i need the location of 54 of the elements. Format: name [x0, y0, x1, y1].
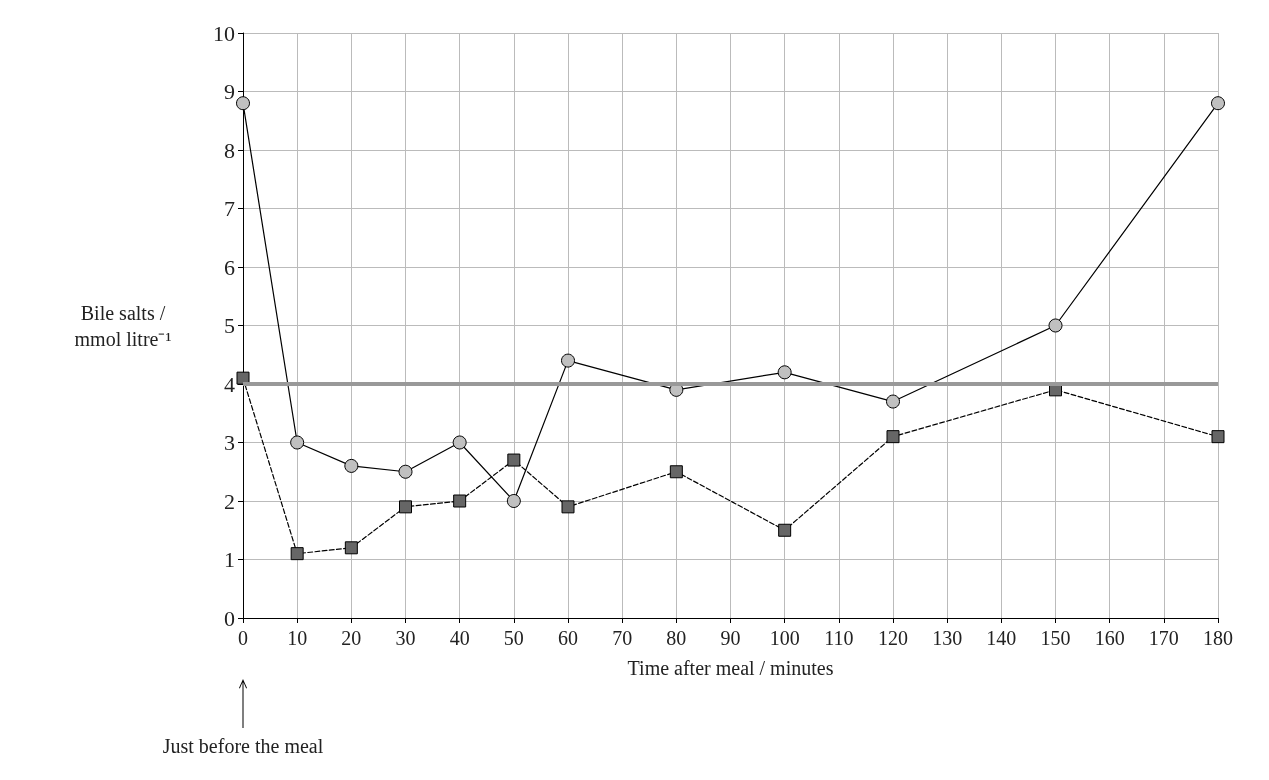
x-tick-label: 100 [769, 627, 800, 649]
y-tick-label: 0 [224, 605, 235, 631]
x-tick-label: 60 [558, 627, 578, 649]
x-axis-title: Time after meal / minutes [627, 657, 834, 679]
y-tick-label: 10 [213, 20, 235, 46]
point [1211, 430, 1225, 444]
point [507, 453, 521, 467]
point [236, 371, 250, 385]
y-tick-label: 6 [224, 254, 235, 280]
point [669, 465, 683, 479]
x-tick-label: 10 [287, 627, 308, 649]
x-tick-label: 20 [341, 627, 362, 649]
point [778, 523, 792, 537]
y-tick-label: 7 [224, 196, 235, 221]
point [886, 430, 900, 444]
x-tick-label: 160 [1094, 627, 1125, 649]
y-tick-label: 3 [224, 430, 235, 455]
x-tick-label: 130 [932, 627, 963, 649]
x-tick-label: 40 [449, 627, 470, 649]
x-tick-label: 90 [720, 627, 741, 649]
y-axis-title: Bile salts / mmol litre⁻¹ [74, 301, 172, 350]
y-tick-label: 5 [224, 313, 235, 338]
y-tick-label: 1 [224, 547, 235, 572]
point [777, 365, 792, 380]
point [453, 494, 467, 508]
y-tick-label: 2 [224, 488, 235, 514]
point [398, 464, 413, 479]
point [290, 435, 305, 450]
x-tick-label: 80 [666, 627, 687, 649]
x-tick-label: 50 [503, 627, 524, 649]
point [506, 494, 521, 508]
point [344, 541, 358, 555]
x-tick-label: 110 [824, 627, 854, 649]
text: Just before the meal [162, 735, 324, 757]
y-tick-label: 8 [224, 137, 235, 163]
point [561, 500, 575, 514]
y-tick-label: 4 [224, 371, 235, 397]
x-tick-label: 170 [1148, 627, 1179, 649]
x-tick-label: 30 [395, 627, 416, 649]
point [452, 435, 467, 450]
point [399, 500, 412, 514]
point [886, 394, 900, 409]
point [1211, 96, 1225, 111]
point [1048, 318, 1063, 333]
point [236, 96, 250, 111]
x-tick-label: 70 [612, 627, 633, 649]
x-tick-label: 150 [1040, 627, 1071, 649]
point [290, 547, 304, 561]
point [344, 458, 359, 473]
point [561, 353, 575, 368]
x-tick-label: 120 [878, 627, 908, 649]
x-tick-label: 140 [986, 627, 1017, 649]
y-tick-label: 9 [224, 79, 235, 104]
x-tick-label: 180 [1203, 627, 1233, 649]
